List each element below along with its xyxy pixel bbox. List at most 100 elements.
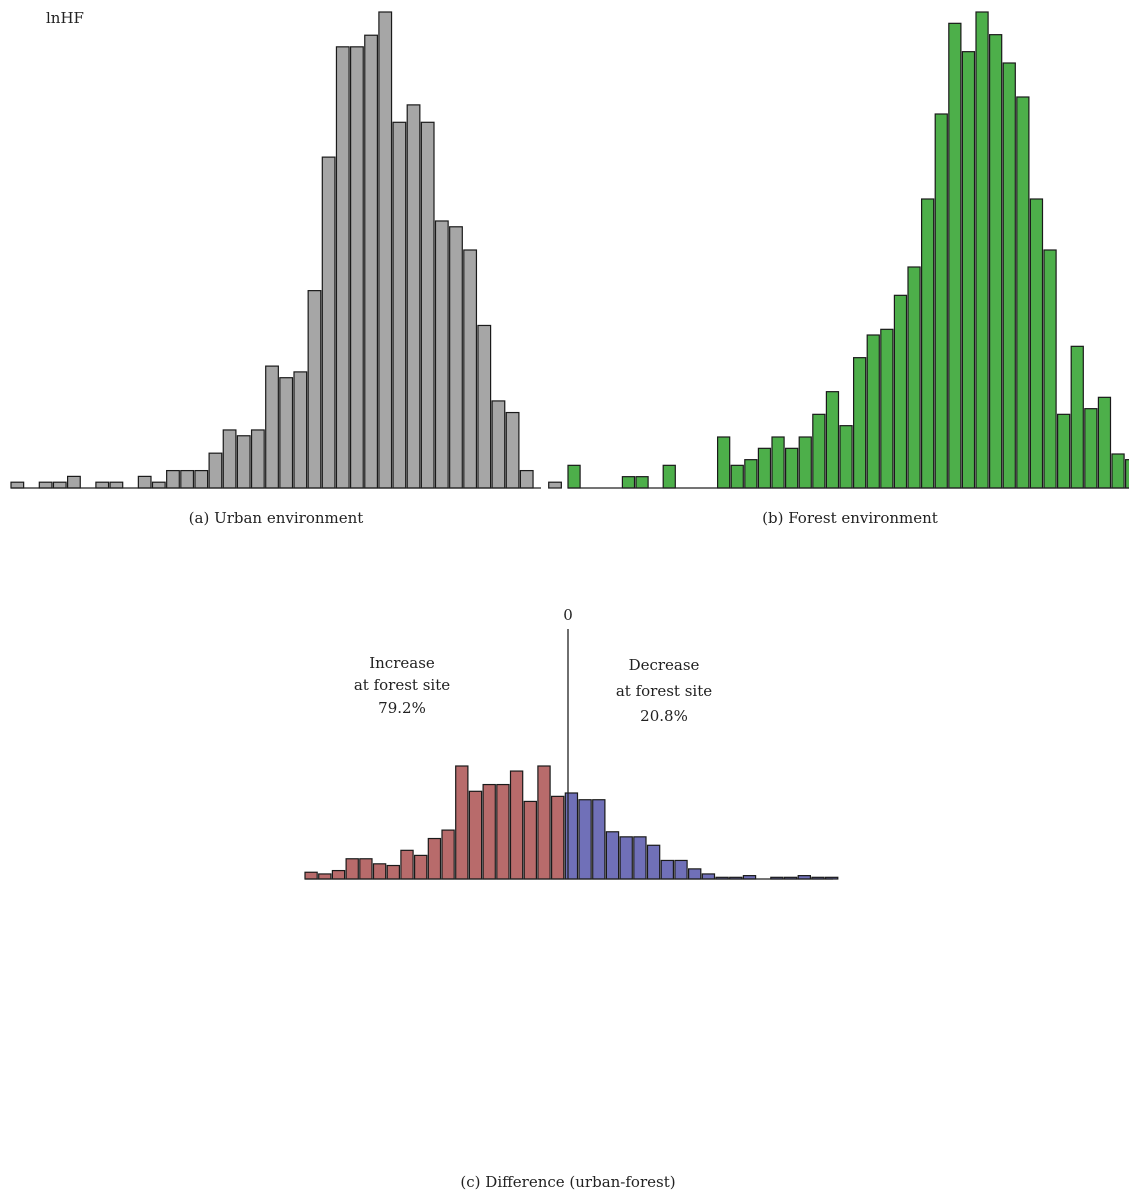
- difference-bar-14: [496, 783, 510, 880]
- difference-bar-12: [468, 790, 483, 880]
- urban-bar-31: [449, 226, 463, 489]
- difference-bar-28: [687, 868, 702, 880]
- forest-bar-31: [988, 34, 1003, 489]
- difference-bar-24: [633, 836, 647, 880]
- urban-bar-15: [222, 429, 237, 489]
- panel-c-caption: (c) Difference (urban-forest): [460, 1173, 675, 1191]
- urban-bar-2: [38, 481, 53, 489]
- forest-bar-36: [1056, 413, 1071, 489]
- forest-bar-14: [757, 447, 772, 489]
- urban-bar-18: [265, 365, 279, 489]
- urban-bar-4: [66, 475, 81, 489]
- forest-bar-39: [1097, 396, 1112, 489]
- urban-bars: [10, 11, 562, 489]
- urban-bar-14: [208, 452, 223, 489]
- urban-bar-10: [151, 481, 166, 489]
- forest-bar-37: [1070, 345, 1084, 489]
- forest-bar-5: [635, 476, 649, 489]
- forest-bar-34: [1029, 198, 1044, 489]
- forest-bar-24: [893, 294, 908, 489]
- forest-bar-40: [1111, 453, 1125, 489]
- difference-bar-6: [386, 864, 401, 880]
- difference-bar-3: [345, 858, 359, 880]
- urban-bar-38: [548, 481, 562, 489]
- increase-note-line-1: Increase: [369, 654, 435, 672]
- forest-bar-16: [784, 447, 799, 489]
- forest-bar-18: [812, 413, 826, 489]
- forest-bar-38: [1084, 408, 1098, 489]
- forest-bar-11: [716, 436, 731, 489]
- urban-bar-25: [364, 34, 378, 489]
- forest-bar-29: [961, 51, 976, 489]
- urban-bar-23: [335, 46, 350, 489]
- urban-bar-16: [236, 435, 251, 489]
- urban-bar-19: [279, 377, 294, 489]
- urban-bar-21: [307, 290, 322, 489]
- urban-bar-27: [392, 121, 407, 489]
- difference-bar-5: [372, 863, 387, 880]
- difference-bar-22: [605, 831, 620, 880]
- urban-bar-7: [109, 481, 124, 489]
- decrease-note-line-1: Decrease: [629, 656, 700, 674]
- urban-bar-9: [137, 475, 152, 489]
- difference-bar-4: [359, 858, 373, 880]
- difference-bar-21: [592, 799, 606, 880]
- forest-bar-30: [975, 11, 989, 489]
- decrease-note-percent: 20.8%: [640, 707, 688, 725]
- urban-bar-28: [406, 104, 421, 489]
- difference-bar-23: [619, 836, 633, 880]
- forest-bar-28: [948, 22, 962, 489]
- forest-bar-0: [567, 464, 581, 489]
- difference-bar-9: [427, 837, 442, 880]
- urban-bar-33: [477, 324, 492, 489]
- urban-bar-26: [378, 11, 393, 489]
- forest-bar-26: [920, 198, 935, 489]
- urban-bar-17: [250, 429, 265, 489]
- urban-bar-24: [350, 46, 364, 489]
- forest-bar-13: [744, 459, 758, 489]
- difference-bar-10: [441, 829, 455, 880]
- difference-bar-19: [564, 792, 579, 880]
- difference-bar-29: [701, 873, 716, 880]
- panel-a-caption: (a) Urban environment: [189, 509, 364, 527]
- panel-difference: 0 Increase at forest site 79.2% Decrease…: [304, 606, 839, 1191]
- forest-bar-41: [1124, 459, 1129, 489]
- urban-bar-35: [505, 411, 520, 489]
- difference-bar-16: [523, 800, 538, 880]
- difference-bar-8: [414, 854, 428, 880]
- urban-bar-11: [166, 469, 180, 489]
- forest-bars: [567, 11, 1129, 489]
- difference-bar-20: [578, 799, 592, 880]
- panel-forest: (b) Forest environment: [567, 11, 1129, 527]
- difference-bar-2: [331, 869, 346, 880]
- forest-bar-4: [621, 476, 636, 489]
- forest-bar-25: [907, 266, 921, 489]
- urban-bar-0: [10, 481, 25, 489]
- panel-urban: lnHF (a) Urban environment: [10, 9, 562, 527]
- decrease-note-line-2: at forest site: [616, 682, 712, 700]
- zero-label: 0: [563, 606, 573, 624]
- urban-bar-13: [194, 469, 209, 489]
- forest-bar-32: [1002, 62, 1016, 489]
- forest-bar-33: [1016, 96, 1030, 489]
- difference-bar-18: [550, 795, 565, 880]
- urban-bar-29: [420, 121, 435, 489]
- difference-bar-27: [674, 859, 688, 880]
- forest-bar-7: [662, 464, 676, 489]
- urban-bar-6: [95, 481, 110, 489]
- difference-bars: [304, 765, 839, 880]
- forest-bar-27: [934, 113, 948, 489]
- panel-b-caption: (b) Forest environment: [762, 509, 938, 527]
- forest-bar-35: [1043, 249, 1057, 489]
- forest-bar-20: [839, 425, 853, 489]
- urban-bar-12: [180, 469, 195, 489]
- urban-bar-30: [434, 220, 449, 489]
- difference-bar-15: [509, 770, 524, 880]
- urban-bar-20: [293, 371, 308, 489]
- difference-bar-13: [482, 783, 496, 880]
- forest-bar-23: [880, 328, 894, 489]
- urban-bar-32: [463, 249, 478, 489]
- urban-bar-36: [519, 469, 534, 489]
- difference-bar-25: [646, 844, 661, 880]
